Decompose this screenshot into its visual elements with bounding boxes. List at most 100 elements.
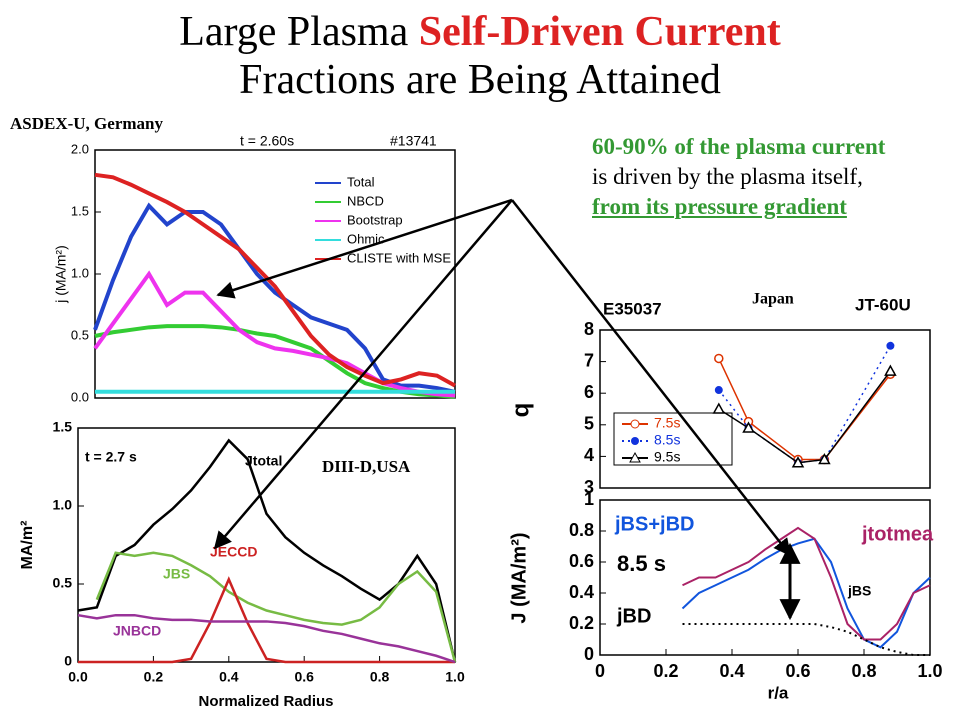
y-tick-label: 0.4 [569, 582, 594, 602]
x-tick-label: 0 [595, 661, 605, 681]
y-tick-label: 0.2 [569, 613, 594, 633]
y-tick-label: 1.5 [71, 203, 89, 218]
series-line [718, 370, 892, 464]
y-tick-label: 0.5 [53, 575, 73, 591]
x-axis-label: Normalized Radius [198, 693, 333, 710]
annotation: E35037 [603, 299, 662, 318]
x-tick-label: 1.0 [917, 661, 942, 681]
x-tick-label: 0.4 [719, 661, 744, 681]
x-tick-label: 0.8 [851, 661, 876, 681]
x-tick-label: 0.0 [68, 669, 88, 685]
legend-marker [629, 451, 641, 463]
series-line [77, 438, 457, 663]
series-line [681, 537, 931, 649]
region-label: ASDEX-U, Germany [10, 114, 163, 133]
y-tick-label: 0.8 [569, 520, 594, 540]
y-axis-label: MA/m² [19, 521, 36, 570]
arrow [511, 199, 792, 557]
marker [884, 364, 897, 376]
marker [791, 456, 805, 468]
arrow [216, 198, 513, 299]
legend-label: 7.5s [654, 415, 680, 431]
series-line [718, 345, 892, 464]
series-label: jBD [616, 605, 651, 627]
y-tick-label: 3 [584, 477, 594, 497]
series-line [95, 551, 457, 663]
annotation: 8.5 s [617, 551, 666, 576]
annotation: #13741 [390, 133, 437, 149]
y-tick-label: 4 [584, 445, 594, 465]
plot-frame [599, 329, 931, 489]
x-tick-label: 0.8 [370, 669, 390, 685]
y-tick-label: 6 [584, 382, 594, 402]
series-label: jtotmea [861, 523, 934, 545]
legend-label: Bootstrap [347, 212, 403, 227]
region-label: Japan [752, 291, 794, 308]
title-highlight: Self-Driven Current [418, 9, 781, 55]
y-tick-label: 8 [584, 319, 594, 339]
legend-marker [630, 419, 640, 429]
y-tick-label: 1 [584, 489, 594, 509]
note: 60-90% of the plasma current is driven b… [592, 132, 892, 222]
x-tick-label: 0.2 [653, 661, 678, 681]
marker [714, 386, 723, 395]
series-line [682, 623, 930, 656]
annotation: t = 2.7 s [85, 449, 137, 465]
arrows [213, 198, 801, 621]
x-tick-label: 0.2 [144, 669, 164, 685]
y-tick-label: 0 [584, 644, 594, 664]
series-label: jBS+jBD [614, 513, 694, 535]
y-tick-label: 0.5 [71, 327, 89, 342]
marker [818, 453, 831, 465]
plot-frame [77, 427, 456, 663]
x-tick-label: 0.4 [219, 669, 239, 685]
arrow [213, 199, 513, 550]
marker [712, 402, 726, 414]
x-axis-label: r/a [768, 683, 789, 702]
x-tick-label: 0.6 [785, 661, 810, 681]
annotation: JT-60U [855, 295, 911, 314]
x-tick-label: 1.0 [445, 669, 465, 685]
legend-marker [631, 437, 639, 445]
y-tick-label: 2.0 [71, 141, 89, 156]
series-line [94, 172, 456, 388]
note-highlight: from its pressure gradient [592, 194, 847, 219]
title-text: Fractions are Being Attained [239, 57, 721, 103]
legend-label: 8.5s [654, 432, 680, 448]
series-label: Jtotal [245, 453, 282, 469]
y-axis-label: j (MA/m²) [53, 245, 69, 304]
y-axis-label: J (MA/m²) [508, 532, 530, 623]
marker [886, 341, 895, 350]
title-text: Large Plasma [179, 9, 419, 55]
legend-label: Total [347, 174, 375, 189]
slide-title: Large Plasma Self-Driven Current Fractio… [0, 8, 960, 104]
series-line [77, 613, 456, 664]
y-tick-label: 1.5 [53, 419, 73, 435]
marker [742, 421, 755, 433]
region-label: DIII-D,USA [322, 457, 411, 476]
legend-label: 9.5s [654, 449, 680, 465]
series-line [78, 576, 455, 664]
note-text: is driven by the plasma itself, [592, 164, 863, 189]
legend-label: CLISTE with MSE [347, 250, 451, 265]
x-tick-label: 0.6 [294, 669, 314, 685]
legend-label: Ohmic [347, 231, 385, 246]
note-highlight: 60-90% of the plasma current [592, 134, 886, 159]
marker [714, 353, 724, 364]
series-line [718, 358, 891, 461]
y-tick-label: 0.6 [569, 551, 594, 571]
y-tick-label: 5 [584, 414, 594, 434]
series-line [682, 526, 931, 641]
y-axis-label: q [507, 403, 534, 418]
y-tick-label: 1.0 [53, 497, 73, 513]
series-line [93, 202, 456, 394]
annotation: t = 2.60s [240, 133, 294, 149]
y-tick-label: 0 [64, 653, 72, 669]
series-label: JNBCD [113, 623, 161, 639]
series-label: JBS [163, 566, 190, 582]
y-tick-label: 0.0 [71, 389, 89, 404]
series-line [93, 270, 456, 398]
annotation: jBS [847, 583, 871, 599]
